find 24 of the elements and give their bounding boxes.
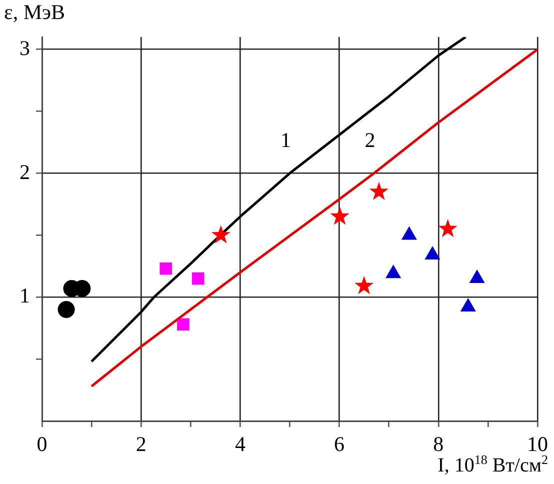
y-tick-label: 1 [20,284,30,308]
point [177,318,190,331]
point [460,298,476,312]
x-tick-label: 2 [136,432,146,456]
y-axis-title: ε, МэВ [4,0,66,25]
point [438,219,458,238]
point [402,226,417,240]
point [211,225,230,244]
point [354,276,374,294]
point [160,262,172,275]
point [192,272,204,285]
series-label: 2 [364,128,376,152]
point [470,270,484,284]
x-tick-label: 4 [234,432,246,456]
x-tick-label: 0 [36,432,48,456]
point [330,206,350,225]
series-label: 1 [280,128,291,152]
point [386,265,401,278]
y-tick-label: 3 [20,36,30,60]
point [58,301,75,318]
point [369,182,388,200]
point [425,246,440,260]
y-tick-label: 2 [20,160,30,184]
x-tick-label: 6 [334,432,345,456]
